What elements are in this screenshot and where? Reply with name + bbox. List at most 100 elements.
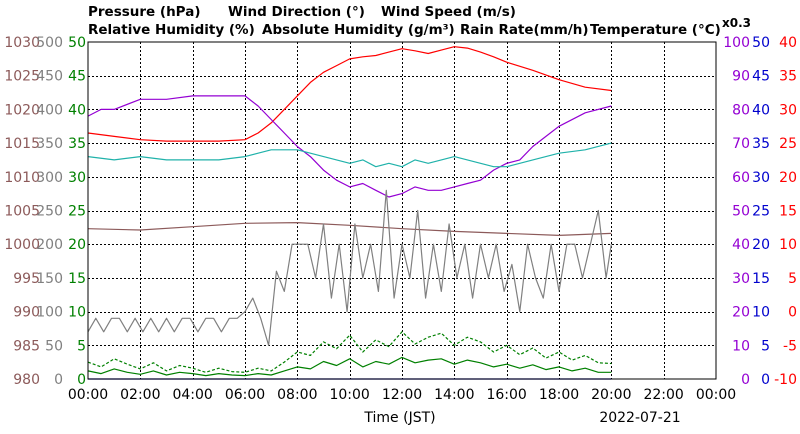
rain-rate-tick: 5 [761,338,770,354]
x-tick: 18:00 [539,387,579,403]
legend-absolute-humidity: Absolute Humidity (g/m³) [262,22,455,38]
rain-rate-tick: 25 [752,204,770,220]
wind-direction-tick: 100 [36,305,63,321]
legend-wind-direction: Wind Direction (°) [228,4,365,20]
tick-labels: 1030102510201015101010051000995990985980… [4,35,797,403]
humidity-tick: 40 [732,237,750,253]
legend-scale-note: x0.3 [722,16,751,30]
x-tick: 04:00 [172,387,212,403]
legend-relative-humidity: Relative Humidity (%) [88,22,255,38]
pressure-tick: 1020 [4,102,40,118]
x-tick: 02:00 [120,387,160,403]
wind-direction-tick: 450 [36,69,63,85]
series-pressure-hpa [87,222,612,236]
humidity-tick: 70 [732,136,750,152]
wind-speed-tick: 15 [68,271,86,287]
wind-speed-tick: 5 [77,338,86,354]
pressure-tick: 1005 [4,204,40,220]
rain-rate-tick: 15 [752,271,770,287]
rain-rate-tick: 40 [752,102,770,118]
temperature-tick: 5 [788,271,797,287]
wind-direction-tick: 200 [36,237,63,253]
humidity-tick: 50 [732,204,750,220]
x-tick: 10:00 [329,387,369,403]
humidity-tick: 0 [741,372,750,388]
x-tick: 12:00 [382,387,422,403]
pressure-tick: 985 [13,338,40,354]
series-wind-speed-m-s [87,356,612,377]
wind-direction-tick: 350 [36,136,63,152]
temperature-tick: 20 [779,170,797,186]
temperature-tick: 25 [779,136,797,152]
temperature-tick: 30 [779,102,797,118]
temperature-tick: 10 [779,237,797,253]
wind-speed-tick: 40 [68,102,86,118]
pressure-tick: 1030 [4,35,40,51]
wind-speed-tick: 0 [77,372,86,388]
series-wind-speed-m-s-gust [87,331,612,373]
humidity-tick: 30 [732,271,750,287]
legend-temperature: Temperature (°C) [590,22,721,38]
humidity-tick: 100 [723,35,750,51]
humidity-tick: 60 [732,170,750,186]
humidity-tick: 80 [732,102,750,118]
wind-speed-tick: 45 [68,69,86,85]
temperature-tick: -5 [783,338,797,354]
legend-rain-rate: Rain Rate(mm/h) [460,22,589,38]
series-temperature-c [87,46,612,142]
temperature-tick: -10 [774,372,797,388]
pressure-tick: 1000 [4,237,40,253]
series-absolute-humidity-g-m [87,142,612,168]
wind-direction-tick: 500 [36,35,63,51]
rain-rate-tick: 10 [752,305,770,321]
humidity-tick: 20 [732,305,750,321]
x-tick: 14:00 [434,387,474,403]
pressure-tick: 1025 [4,69,40,85]
rain-rate-tick: 50 [752,35,770,51]
humidity-tick: 90 [732,69,750,85]
wind-direction-tick: 150 [36,271,63,287]
rain-rate-tick: 45 [752,69,770,85]
series-wind-direction [87,189,612,346]
temperature-tick: 35 [779,69,797,85]
temperature-tick: 0 [788,305,797,321]
date-label: 2022-07-21 [599,410,680,426]
rain-rate-tick: 35 [752,136,770,152]
x-tick: 00:00 [696,387,736,403]
legend-wind-speed: Wind Speed (m/s) [381,4,516,20]
x-axis-title: Time (JST) [363,410,435,426]
x-tick: 16:00 [486,387,526,403]
rain-rate-tick: 30 [752,170,770,186]
wind-speed-tick: 10 [68,305,86,321]
grid [88,42,716,379]
pressure-tick: 980 [13,372,40,388]
plot-frame [87,41,717,380]
pressure-tick: 995 [13,271,40,287]
wind-direction-tick: 300 [36,170,63,186]
wind-speed-tick: 35 [68,136,86,152]
pressure-tick: 990 [13,305,40,321]
wind-direction-tick: 0 [54,372,63,388]
temperature-tick: 15 [779,204,797,220]
temperature-tick: 40 [779,35,797,51]
x-tick: 08:00 [277,387,317,403]
series-relative-humidity [87,95,612,198]
x-tick: 22:00 [643,387,683,403]
rain-rate-tick: 0 [761,372,770,388]
humidity-tick: 10 [732,338,750,354]
x-tick: 20:00 [591,387,631,403]
legend-pressure: Pressure (hPa) [88,4,201,20]
pressure-tick: 1015 [4,136,40,152]
x-tick: 06:00 [225,387,265,403]
pressure-tick: 1010 [4,170,40,186]
x-tick: 00:00 [68,387,108,403]
wind-direction-tick: 50 [45,338,63,354]
wind-speed-tick: 25 [68,204,86,220]
wind-speed-tick: 20 [68,237,86,253]
wind-direction-tick: 250 [36,204,63,220]
wind-speed-tick: 50 [68,35,86,51]
wind-direction-tick: 400 [36,102,63,118]
wind-speed-tick: 30 [68,170,86,186]
